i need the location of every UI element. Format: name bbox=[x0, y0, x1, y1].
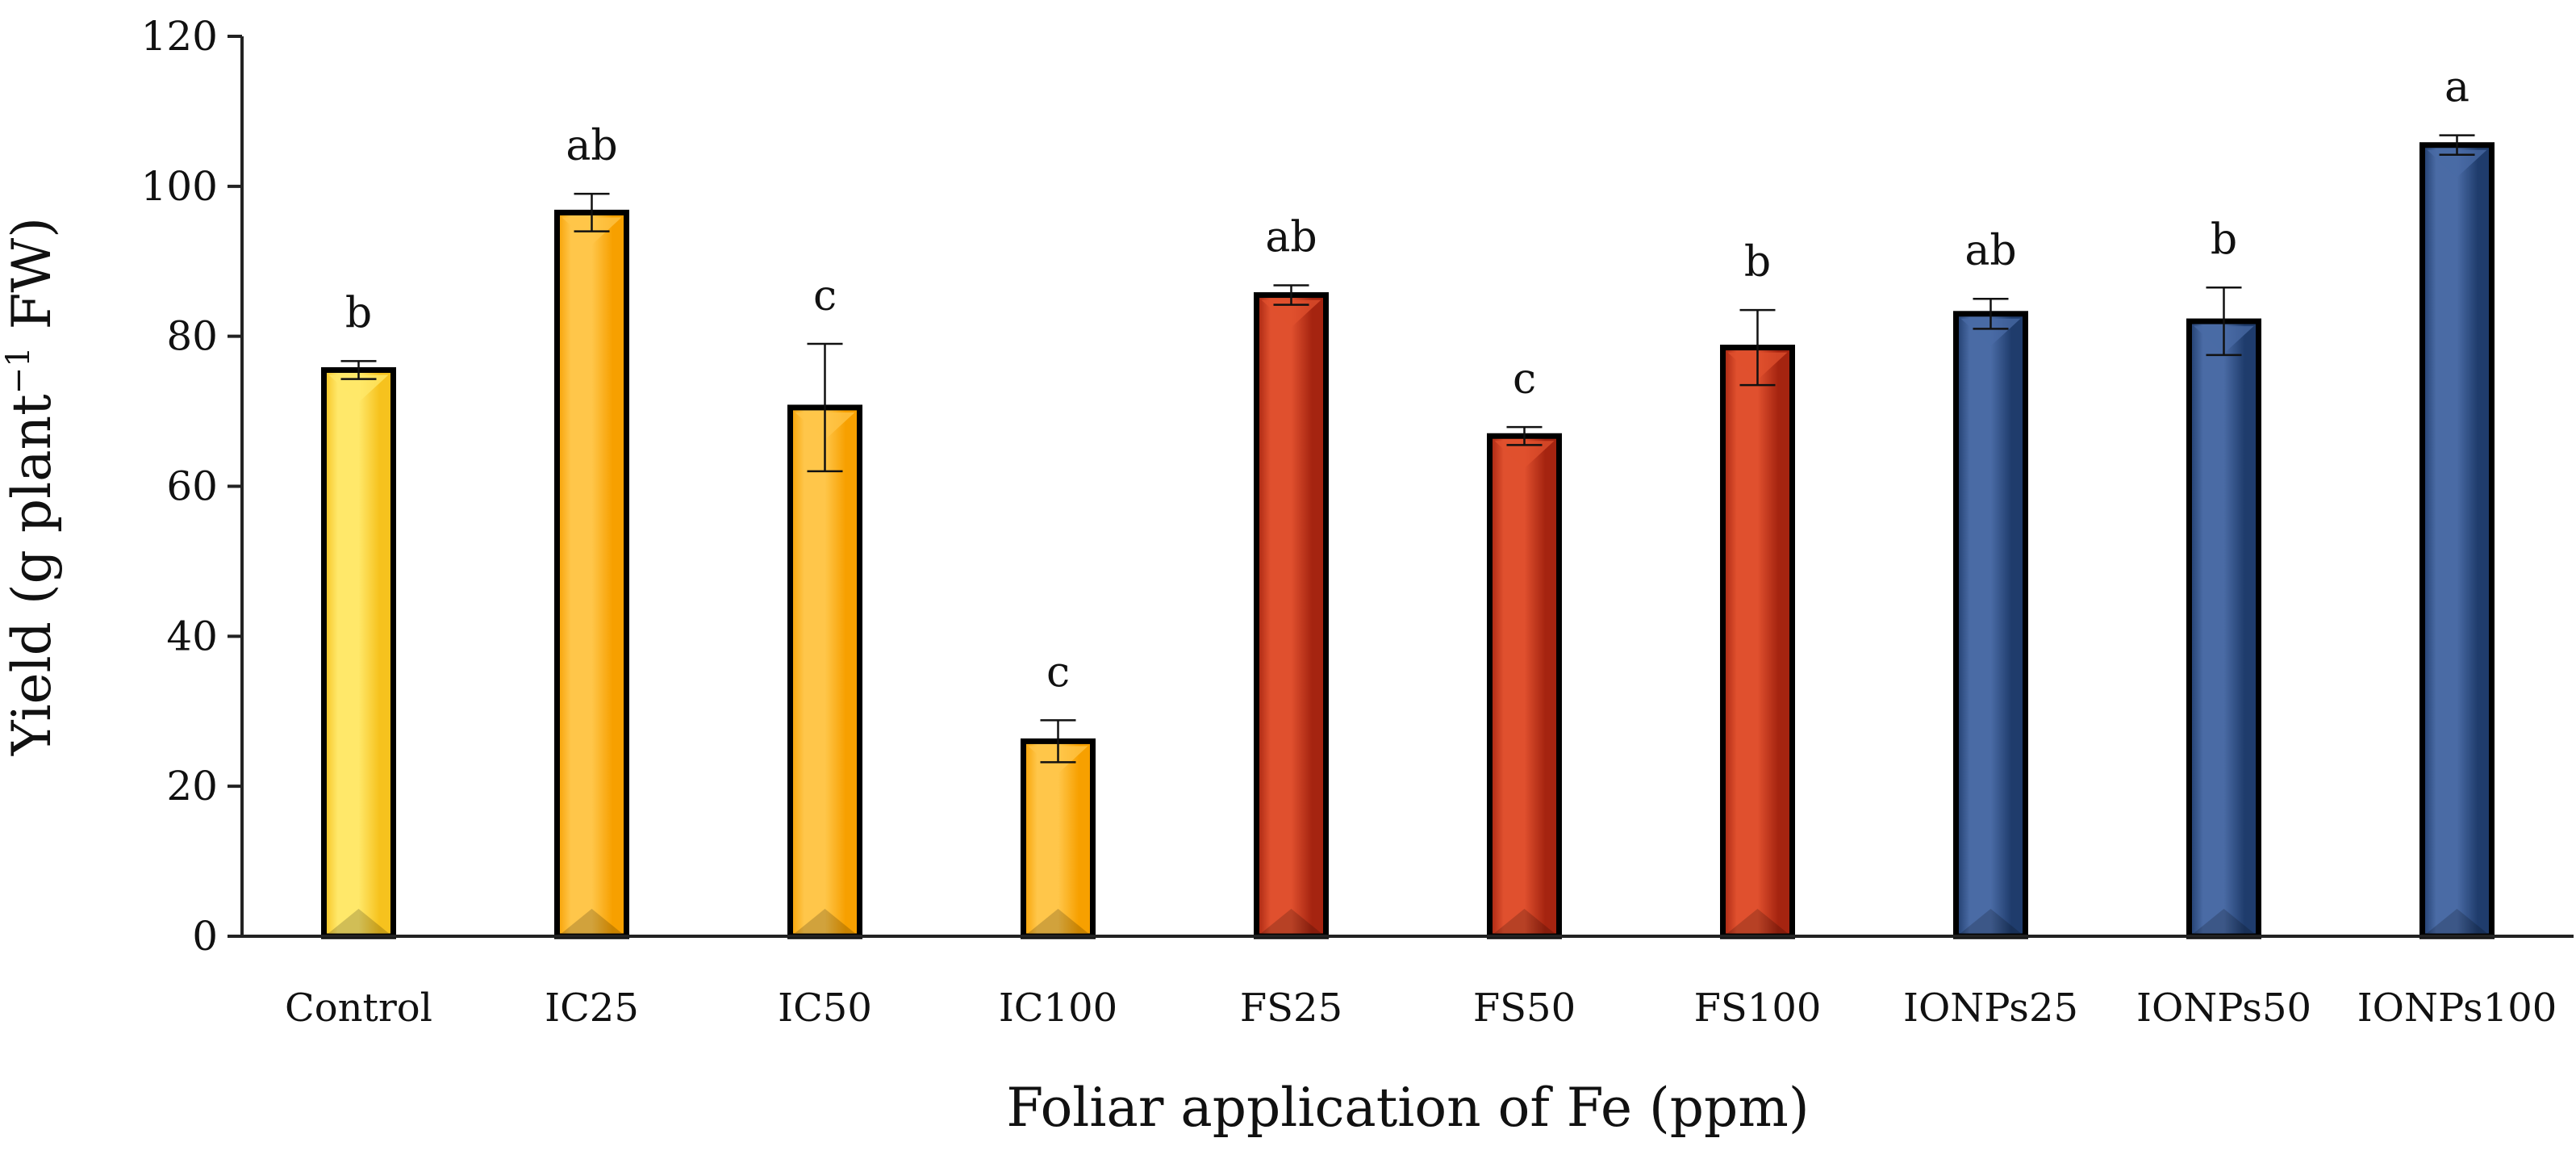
bar-group-ionps25 bbox=[1953, 297, 2028, 939]
bar bbox=[1021, 738, 1096, 939]
bar-top-bevel bbox=[1960, 318, 2021, 346]
significance-label: ab bbox=[1964, 227, 2016, 275]
bar-group-fs100 bbox=[1720, 308, 1795, 939]
significance-label: b bbox=[345, 289, 372, 337]
bar bbox=[2419, 142, 2495, 939]
labels-layer: 020406080100120bControlabIC25cIC50cIC100… bbox=[141, 13, 2557, 1031]
significance-label: ab bbox=[1265, 213, 1317, 262]
bar-group-ionps100 bbox=[2419, 134, 2495, 939]
bar-bottom-bevel bbox=[1028, 909, 1088, 933]
bar bbox=[1254, 292, 1329, 939]
bar bbox=[787, 404, 862, 939]
bar-top-bevel bbox=[328, 374, 389, 403]
x-category-label: FS25 bbox=[1240, 985, 1342, 1031]
bar bbox=[1487, 433, 1562, 939]
bar-bottom-bevel bbox=[1494, 909, 1555, 933]
bar-bottom-bevel bbox=[2194, 909, 2254, 933]
y-tick-label: 120 bbox=[141, 13, 218, 60]
bar-bottom-bevel bbox=[2427, 909, 2487, 933]
bar-bottom-bevel bbox=[1261, 909, 1321, 933]
significance-label: a bbox=[2444, 64, 2470, 112]
x-category-label: IC100 bbox=[999, 985, 1117, 1031]
x-category-label: IC50 bbox=[778, 985, 872, 1031]
bar bbox=[1953, 311, 2028, 939]
y-axis-title-prefix: Yield (g plant bbox=[1, 394, 63, 756]
y-axis-title: Yield (g plant−1 FW) bbox=[0, 217, 63, 756]
bar bbox=[554, 209, 629, 939]
bar-bottom-bevel bbox=[562, 909, 622, 933]
bar-top-bevel bbox=[1261, 299, 1321, 328]
bar bbox=[1720, 345, 1795, 939]
bar-group-ic100 bbox=[1021, 719, 1096, 939]
x-category-label: FS50 bbox=[1473, 985, 1576, 1031]
significance-label: b bbox=[2211, 215, 2237, 264]
bar-bottom-bevel bbox=[1960, 909, 2021, 933]
bar-bottom-bevel bbox=[795, 909, 855, 933]
x-axis-title: Foliar application of Fe (ppm) bbox=[1006, 1077, 1809, 1139]
bar-group-fs50 bbox=[1487, 425, 1562, 939]
bar-bottom-bevel bbox=[328, 909, 389, 933]
bar bbox=[321, 366, 396, 939]
bar-group-fs25 bbox=[1254, 284, 1329, 939]
y-tick-label: 0 bbox=[192, 913, 218, 960]
x-category-label: IONPs100 bbox=[2357, 985, 2557, 1031]
bar-group-ic50 bbox=[787, 342, 862, 939]
bar-bottom-bevel bbox=[1727, 909, 1788, 933]
x-category-label: IONPs25 bbox=[1903, 985, 2078, 1031]
significance-label: c bbox=[813, 272, 837, 320]
x-category-label: IC25 bbox=[545, 985, 639, 1031]
y-axis-title-suffix: FW) bbox=[1, 217, 63, 346]
x-category-label: FS100 bbox=[1694, 985, 1822, 1031]
y-tick-label: 60 bbox=[166, 463, 218, 510]
significance-label: c bbox=[1513, 355, 1536, 404]
bar-group-ic25 bbox=[554, 192, 629, 939]
bars-layer bbox=[321, 134, 2495, 939]
x-category-label: Control bbox=[285, 985, 432, 1031]
y-axis-title-superscript: −1 bbox=[0, 346, 37, 394]
significance-label: b bbox=[1744, 238, 1771, 287]
significance-label: c bbox=[1046, 648, 1070, 697]
x-category-label: IONPs50 bbox=[2136, 985, 2311, 1031]
y-tick-label: 80 bbox=[166, 313, 218, 360]
bar-group-ionps50 bbox=[2186, 287, 2261, 939]
bar-top-bevel bbox=[2427, 149, 2487, 178]
y-tick-label: 40 bbox=[166, 613, 218, 659]
bar-top-bevel bbox=[1494, 441, 1555, 469]
bar-group-control bbox=[321, 360, 396, 939]
bar bbox=[2186, 318, 2261, 939]
significance-label: ab bbox=[566, 122, 617, 170]
y-tick-label: 100 bbox=[141, 163, 218, 210]
y-tick-label: 20 bbox=[166, 763, 218, 810]
